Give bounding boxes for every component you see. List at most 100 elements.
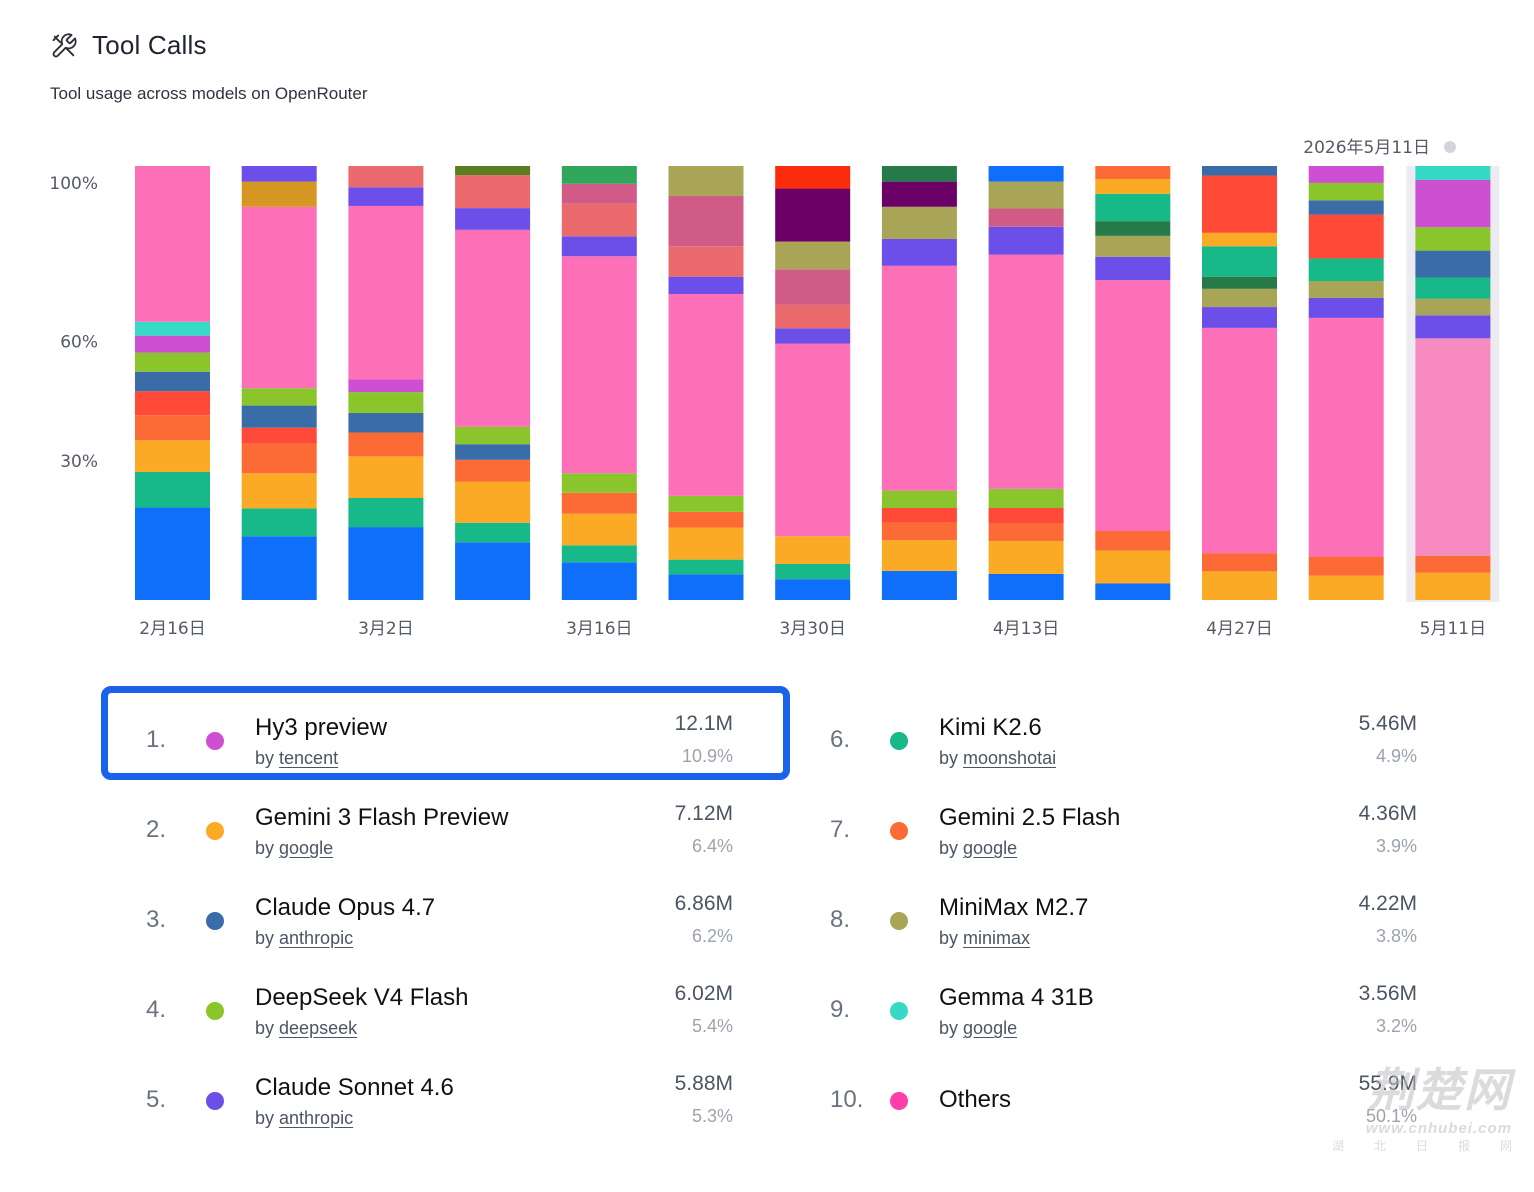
bar-segment[interactable] [668, 246, 744, 277]
bar-segment[interactable] [988, 507, 1064, 524]
bar-segment[interactable] [348, 498, 424, 528]
bar-segment[interactable] [348, 456, 424, 499]
bar-segment[interactable] [1095, 235, 1171, 257]
model-name[interactable]: MiniMax M2.7 [939, 894, 1089, 921]
bar-segment[interactable] [1095, 530, 1171, 551]
legend-item[interactable]: 8. MiniMax M2.7 by minimax 4.22M 3.8% [0, 870, 1534, 960]
bar-segment[interactable] [241, 536, 317, 600]
provider-link[interactable]: anthropic [279, 1108, 354, 1128]
bar-segment[interactable] [775, 343, 851, 537]
bar-segment[interactable] [348, 187, 424, 206]
bar-segment[interactable] [881, 238, 957, 266]
bar-segment[interactable] [988, 254, 1064, 489]
bar-segment[interactable] [561, 183, 637, 204]
bar-segment[interactable] [1095, 280, 1171, 531]
bar-segment[interactable] [241, 427, 317, 444]
bar-segment[interactable] [348, 166, 424, 188]
bar-segment[interactable] [241, 443, 317, 474]
bar-segment[interactable] [1415, 166, 1491, 180]
model-name[interactable]: Others [939, 1086, 1012, 1113]
bar-segment[interactable] [561, 203, 637, 237]
bar-segment[interactable] [1308, 214, 1384, 259]
model-name[interactable]: Claude Sonnet 4.6 [255, 1074, 454, 1101]
legend-item[interactable]: 2. Gemini 3 Flash Preview by google 7.12M 6.… [0, 780, 1534, 870]
bar-segment[interactable] [988, 523, 1064, 541]
bar-segment[interactable] [668, 574, 744, 600]
bar-segment[interactable] [135, 166, 210, 322]
bar-segment[interactable] [455, 208, 531, 230]
bar-segment[interactable] [881, 166, 957, 182]
bar-segment[interactable] [775, 304, 851, 329]
bar-segment[interactable] [135, 391, 210, 416]
bar-segment[interactable] [775, 188, 851, 242]
bar-segment[interactable] [1308, 200, 1384, 215]
bar-segment[interactable] [561, 562, 637, 600]
bar-segment[interactable] [1202, 232, 1277, 247]
bar-segment[interactable] [455, 459, 531, 482]
provider-link[interactable]: google [279, 838, 334, 858]
bar-segment[interactable] [775, 241, 851, 270]
bar-segment[interactable] [988, 488, 1064, 508]
bar-segment[interactable] [668, 527, 744, 560]
bar-segment[interactable] [348, 392, 424, 413]
bar-segment[interactable] [1095, 583, 1171, 600]
bar-segment[interactable] [881, 570, 957, 600]
bar-segment[interactable] [988, 573, 1064, 600]
provider-link[interactable]: minimax [963, 928, 1031, 948]
legend-item[interactable]: 10. Others 55.9M 50.1% [0, 1050, 1534, 1140]
model-name[interactable]: DeepSeek V4 Flash [255, 984, 469, 1011]
bar-segment[interactable] [1202, 175, 1277, 233]
bar-segment[interactable] [455, 175, 531, 209]
bar-segment[interactable] [1308, 281, 1384, 298]
bar-segment[interactable] [561, 545, 637, 563]
stacked-bar-chart[interactable]: 100% 60% 30% 2月16日 3月2日 3月16日 3月30日 4月13日 4月27日 5… [0, 0, 1534, 660]
legend-item[interactable]: 4. DeepSeek V4 Flash by deepseek 6.02M 5.4% [0, 960, 1534, 1050]
bar-segment[interactable] [1415, 298, 1491, 316]
bar-segment[interactable] [1415, 572, 1491, 600]
bar-segment[interactable] [881, 540, 957, 571]
bar-segment[interactable] [668, 276, 744, 295]
model-name[interactable]: Hy3 preview [255, 714, 388, 741]
legend-item[interactable]: 7. Gemini 2.5 Flash by google 4.36M 3.9% [0, 780, 1534, 870]
bar-segment[interactable] [1202, 246, 1277, 277]
bar-segment[interactable] [241, 166, 317, 182]
bar-segment[interactable] [241, 206, 317, 389]
bar-segment[interactable] [1202, 327, 1277, 554]
bar-segment[interactable] [241, 473, 317, 509]
legend-item[interactable]: 3. Claude Opus 4.7 by anthropic 6.86M 6.2% [0, 870, 1534, 960]
bar-segment[interactable] [241, 508, 317, 537]
legend-item[interactable]: 5. Claude Sonnet 4.6 by anthropic 5.88M 5.3% [0, 1050, 1534, 1140]
bar-segment[interactable] [1095, 550, 1171, 584]
provider-link[interactable]: deepseek [279, 1018, 358, 1038]
bar-segment[interactable] [1415, 315, 1491, 339]
bar-segment[interactable] [455, 542, 531, 600]
bar-segment[interactable] [455, 229, 531, 427]
bar-segment[interactable] [135, 371, 210, 392]
bar-segment[interactable] [988, 181, 1064, 209]
legend-item[interactable]: 9. Gemma 4 31B by google 3.56M 3.2% [0, 960, 1534, 1050]
bar-segment[interactable] [1415, 179, 1491, 228]
bar-segment[interactable] [135, 471, 210, 508]
bar-segment[interactable] [1308, 258, 1384, 282]
bar-segment[interactable] [775, 269, 851, 305]
bar-segment[interactable] [668, 511, 744, 528]
bar-segment[interactable] [668, 495, 744, 512]
bar-segment[interactable] [881, 490, 957, 508]
bar-segment[interactable] [775, 166, 851, 189]
bar-segment[interactable] [348, 412, 424, 433]
bar-segment[interactable] [135, 507, 210, 600]
bar-segment[interactable] [775, 536, 851, 564]
bar-segment[interactable] [1308, 556, 1384, 576]
bar-segment[interactable] [135, 440, 210, 472]
model-name[interactable]: Claude Opus 4.7 [255, 894, 436, 921]
bar-segment[interactable] [668, 195, 744, 247]
bar-segment[interactable] [561, 236, 637, 257]
bar-segment[interactable] [668, 559, 744, 575]
bar-segment[interactable] [1415, 555, 1491, 573]
bar-segment[interactable] [1202, 276, 1277, 289]
model-name[interactable]: Gemini 3 Flash Preview [255, 804, 509, 831]
bar-segment[interactable] [1095, 193, 1171, 222]
provider-link[interactable]: google [963, 1018, 1018, 1038]
bar-segment[interactable] [348, 379, 424, 393]
bar-segment[interactable] [1415, 338, 1491, 556]
